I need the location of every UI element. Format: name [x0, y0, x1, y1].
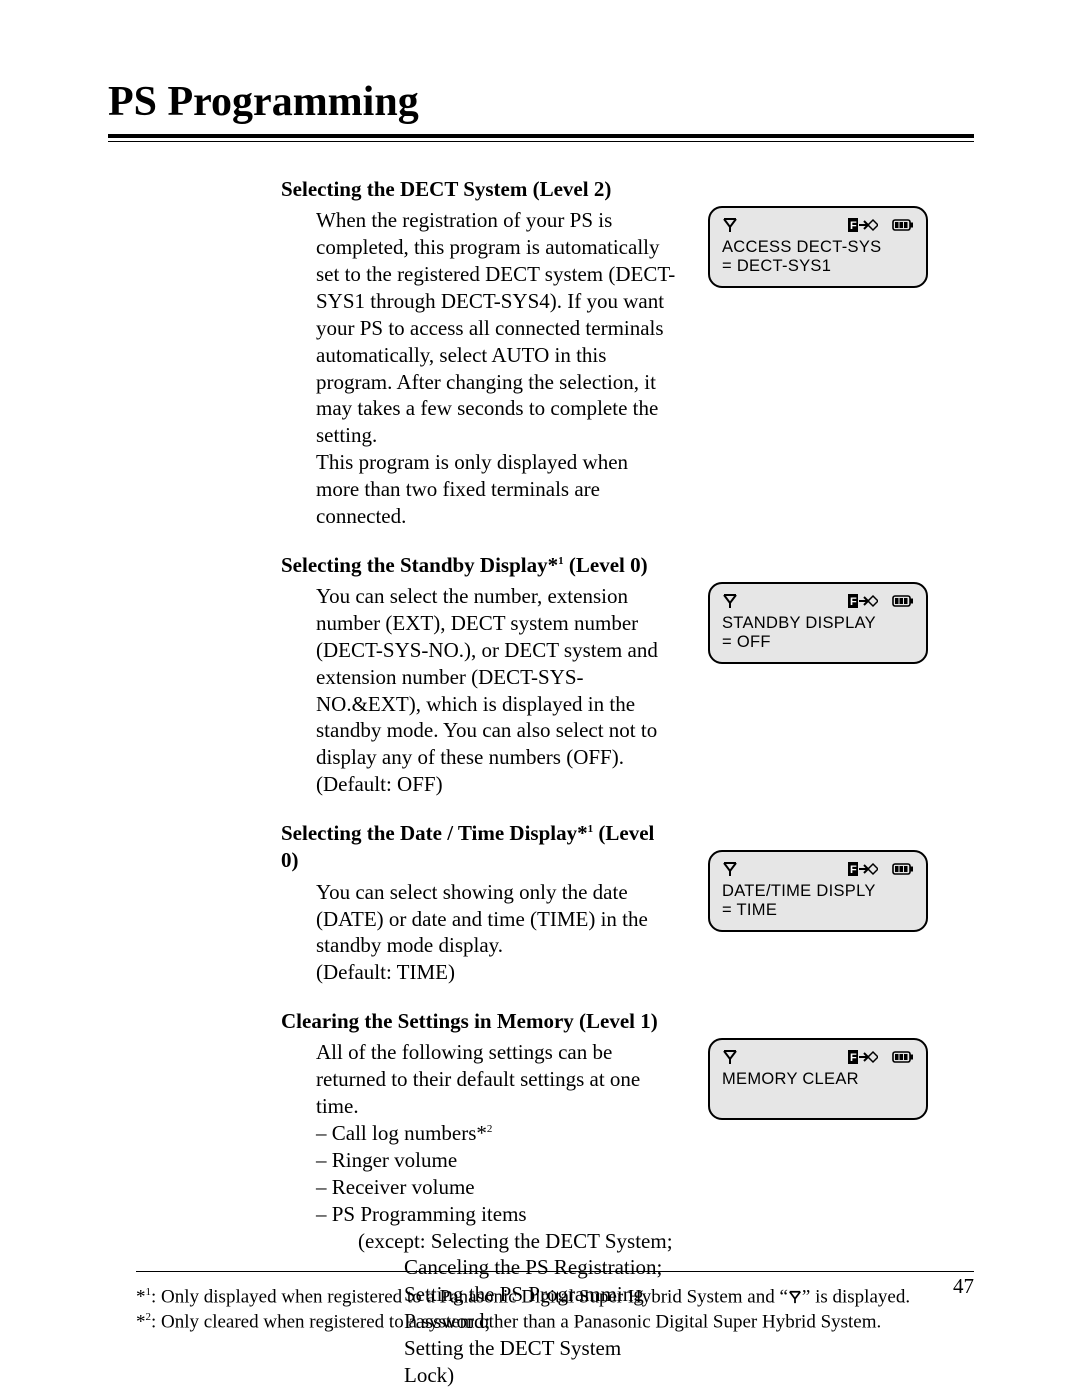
section-row: Selecting the Standby Display*1 (Level 0… [136, 552, 974, 798]
lcd-column: F ACCESS DECT-SYS= DECT-SYS1 [708, 176, 928, 288]
section-row: Selecting the Date / Time Display*1 (Lev… [136, 820, 974, 986]
section-heading: Clearing the Settings in Memory (Level 1… [281, 1008, 676, 1035]
section-body: When the registration of your PS is comp… [316, 207, 676, 530]
footnote-mark: * [136, 1311, 146, 1332]
lcd-column: F MEMORY CLEAR [708, 1008, 928, 1120]
antenna-icon [788, 1286, 802, 1307]
svg-text:F: F [850, 864, 857, 876]
section-text: Selecting the Standby Display*1 (Level 0… [136, 552, 676, 798]
antenna-icon [722, 1049, 738, 1065]
battery-icon [892, 595, 914, 607]
footer-rule [136, 1271, 974, 1272]
title-rule [108, 134, 974, 142]
lcd-column: F STANDBY DISPLAY= OFF [708, 552, 928, 664]
footnote-2: *2: Only cleared when registered to a sy… [136, 1310, 974, 1335]
section-body: You can select the number, extension num… [316, 583, 676, 798]
function-arrow-icon: F [848, 862, 878, 876]
lcd-column: F DATE/TIME DISPLY= TIME [708, 820, 928, 932]
section-heading: Selecting the Date / Time Display*1 (Lev… [281, 820, 676, 875]
battery-icon [892, 863, 914, 875]
svg-text:F: F [850, 596, 857, 608]
antenna-icon [722, 593, 738, 609]
antenna-icon [722, 217, 738, 233]
section-heading: Selecting the Standby Display*1 (Level 0… [281, 552, 676, 579]
section-text: Selecting the Date / Time Display*1 (Lev… [136, 820, 676, 986]
antenna-icon [722, 861, 738, 877]
footnote-text: ” is displayed. [802, 1286, 910, 1307]
lcd-text: ACCESS DECT-SYS= DECT-SYS1 [722, 238, 914, 276]
lcd-display: F DATE/TIME DISPLY= TIME [708, 850, 928, 932]
lcd-text: MEMORY CLEAR [722, 1070, 914, 1108]
section-body: You can select showing only the date (DA… [316, 879, 676, 987]
svg-text:F: F [850, 1052, 857, 1064]
battery-icon [892, 219, 914, 231]
lcd-icon-row: F [722, 216, 914, 234]
section-body: All of the following settings can be ret… [316, 1039, 676, 1388]
lcd-icon-row: F [722, 592, 914, 610]
lcd-display: F MEMORY CLEAR [708, 1038, 928, 1120]
section-heading: Selecting the DECT System (Level 2) [281, 176, 676, 203]
section-row: Selecting the DECT System (Level 2) When … [136, 176, 974, 530]
function-arrow-icon: F [848, 218, 878, 232]
footnote-1: *1: Only displayed when registered to a … [136, 1285, 974, 1310]
lcd-display: F ACCESS DECT-SYS= DECT-SYS1 [708, 206, 928, 288]
section-text: Selecting the DECT System (Level 2) When … [136, 176, 676, 530]
page: PS Programming Selecting the DECT System… [0, 0, 1080, 1397]
lcd-display: F STANDBY DISPLAY= OFF [708, 582, 928, 664]
lcd-icon-row: F [722, 860, 914, 878]
footnotes: *1: Only displayed when registered to a … [136, 1285, 974, 1335]
battery-icon [892, 1051, 914, 1063]
footnote-mark: * [136, 1286, 146, 1307]
footnote-text: : Only displayed when registered to a Pa… [151, 1286, 788, 1307]
lcd-text: STANDBY DISPLAY= OFF [722, 614, 914, 652]
lcd-icon-row: F [722, 1048, 914, 1066]
svg-text:F: F [850, 220, 857, 232]
function-arrow-icon: F [848, 1050, 878, 1064]
page-title: PS Programming [108, 78, 974, 126]
lcd-text: DATE/TIME DISPLY= TIME [722, 882, 914, 920]
function-arrow-icon: F [848, 594, 878, 608]
footnote-text: : Only cleared when registered to a syst… [151, 1311, 881, 1332]
